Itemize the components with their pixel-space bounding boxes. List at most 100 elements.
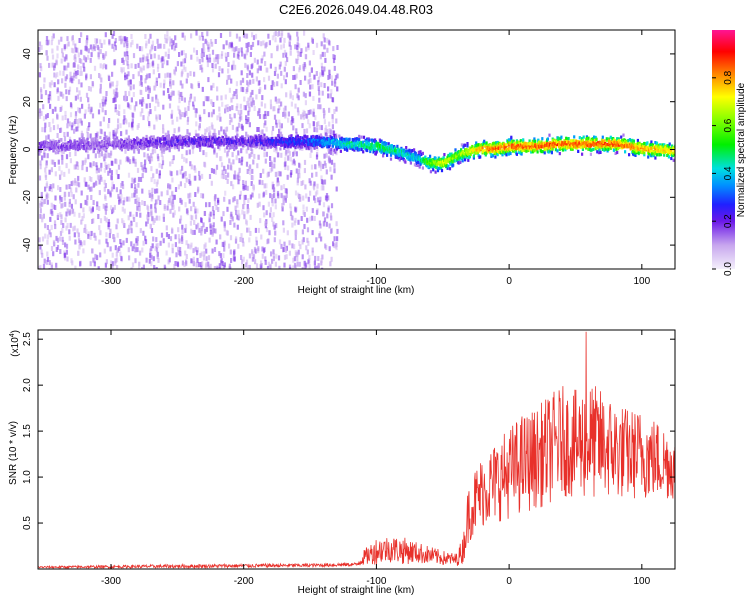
spectrogram-cell bbox=[127, 71, 130, 77]
spectrogram-cell bbox=[284, 79, 287, 85]
spectrogram-cell bbox=[96, 205, 99, 211]
spectrogram-cell bbox=[150, 228, 154, 233]
spectrogram-cell bbox=[53, 62, 56, 68]
spectrogram-cell bbox=[318, 97, 321, 103]
spectrogram-cell bbox=[108, 118, 111, 123]
spectrogram-cell bbox=[276, 152, 279, 158]
spectrogram-cell bbox=[351, 147, 354, 151]
spectrogram-cell bbox=[82, 137, 85, 141]
spectrogram-cell bbox=[327, 145, 330, 149]
spectrogram-cell bbox=[145, 103, 148, 109]
spectrogram-cell bbox=[296, 47, 299, 53]
spectrogram-cell bbox=[206, 57, 209, 63]
spectrogram-cell bbox=[308, 123, 311, 129]
spectrogram-cell bbox=[236, 126, 239, 132]
spectrogram-cell bbox=[105, 238, 108, 244]
spectrogram-cell bbox=[62, 223, 65, 228]
spectrogram-cell bbox=[296, 44, 299, 50]
spectrogram-cell bbox=[298, 168, 301, 174]
spectrogram-cell bbox=[156, 199, 159, 205]
spectrogram-cell bbox=[102, 116, 105, 122]
spectrogram-cell bbox=[300, 114, 303, 119]
spectrogram-cell bbox=[66, 131, 69, 137]
spectrogram-cell bbox=[74, 180, 77, 186]
spectrogram-cell bbox=[65, 249, 68, 255]
spectrogram-cell bbox=[69, 102, 73, 108]
spectrogram-cell bbox=[179, 247, 182, 252]
spectrogram-cell bbox=[64, 82, 67, 88]
spectrogram-cell bbox=[85, 46, 88, 52]
spectrogram-cell bbox=[506, 149, 509, 153]
spectrogram-cell bbox=[89, 146, 92, 150]
spectrogram-cell bbox=[459, 160, 462, 164]
spectrogram-cell bbox=[72, 40, 75, 46]
spectrogram-cell bbox=[114, 146, 117, 150]
spectrogram-cell bbox=[186, 208, 189, 214]
spectrogram-cell bbox=[60, 170, 63, 176]
spectrogram-cell bbox=[61, 159, 64, 165]
spectrogram-cell bbox=[458, 157, 461, 162]
spectrogram-cell bbox=[115, 224, 118, 230]
spectrogram-cell bbox=[59, 127, 63, 133]
spectrogram-cell bbox=[245, 219, 248, 225]
spectrogram-cell bbox=[63, 44, 66, 50]
spectrogram-cell bbox=[136, 247, 139, 253]
spectrogram-cell bbox=[261, 95, 264, 101]
spectrogram-cell bbox=[116, 265, 119, 269]
spectrogram-cell bbox=[248, 122, 251, 128]
spectrogram-cell bbox=[209, 39, 213, 44]
spectrogram-cell bbox=[155, 143, 158, 147]
spectrogram-cell bbox=[265, 67, 268, 73]
spectrogram-cell bbox=[236, 202, 239, 208]
spectrogram-cell bbox=[285, 192, 288, 198]
spectrogram-cell bbox=[294, 142, 297, 146]
spectrogram-cell bbox=[324, 243, 327, 249]
spectrogram-cell bbox=[171, 159, 174, 164]
spectrogram-cell bbox=[207, 261, 210, 267]
spectrogram-cell bbox=[195, 30, 198, 36]
spectrogram-cell bbox=[336, 236, 339, 242]
spectrogram-cell bbox=[265, 136, 268, 140]
spectrogram-cell bbox=[200, 193, 203, 198]
spectrogram-cell bbox=[469, 151, 472, 155]
spectrogram-cell bbox=[492, 147, 495, 151]
spectrogram-cell bbox=[148, 189, 151, 195]
spectrogram-cell bbox=[164, 73, 167, 79]
spectrogram-cell bbox=[181, 165, 184, 171]
spectrogram-cell bbox=[318, 124, 321, 130]
spectrogram-cell bbox=[92, 257, 95, 263]
spectrogram-cell bbox=[229, 235, 233, 241]
spectrogram-cell bbox=[334, 150, 337, 154]
spectrogram-cell bbox=[117, 193, 120, 199]
spectrogram-cell bbox=[64, 217, 67, 223]
spectrogram-cell bbox=[387, 142, 390, 146]
spectrogram-cell bbox=[271, 201, 274, 207]
spectrogram-cell bbox=[305, 113, 309, 119]
spectrogram-cell bbox=[282, 227, 285, 233]
spectrogram-cell bbox=[315, 237, 318, 243]
spectrogram-cell bbox=[54, 106, 57, 112]
spectrogram-cell bbox=[119, 123, 122, 129]
spectrogram-cell bbox=[467, 152, 470, 157]
spectrogram-cell bbox=[405, 146, 408, 150]
spectrogram-cell bbox=[440, 169, 444, 173]
spectrogram-cell bbox=[154, 203, 157, 209]
spectrogram-cell bbox=[432, 160, 436, 164]
spectrogram-cell bbox=[61, 240, 65, 245]
spectrogram-cell bbox=[146, 155, 149, 161]
spectrogram-cell bbox=[189, 220, 192, 226]
spectrogram-cell bbox=[232, 197, 235, 203]
spectrogram-cell bbox=[151, 40, 154, 46]
spectrogram-cell bbox=[133, 177, 137, 183]
spectrogram-cell bbox=[251, 251, 254, 257]
spectrogram-cell bbox=[216, 115, 219, 121]
spectrogram-cell bbox=[329, 134, 332, 138]
spectrogram-cell bbox=[247, 97, 250, 103]
spectrogram-cell bbox=[299, 196, 302, 202]
spectrogram-cell bbox=[112, 89, 116, 95]
spectrogram-cell bbox=[304, 135, 307, 139]
spectrogram-cell bbox=[327, 93, 330, 99]
spectrogram-cell bbox=[38, 237, 41, 243]
spectrogram-cell bbox=[331, 97, 335, 103]
spectrogram-cell bbox=[316, 138, 319, 143]
